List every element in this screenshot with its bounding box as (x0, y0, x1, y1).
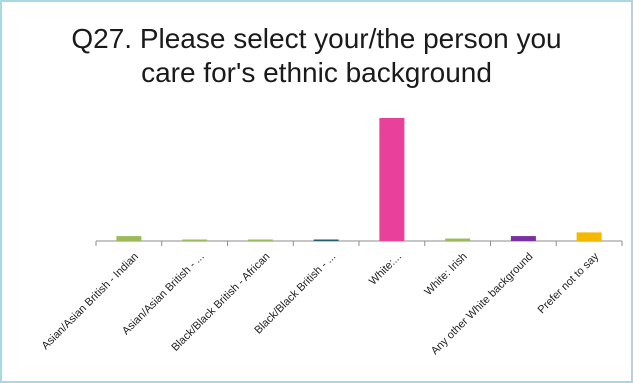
bar-1 (116, 236, 142, 241)
bar-4 (313, 239, 339, 241)
x-tick-label-5: White:... (367, 251, 404, 288)
x-tick-label-6: White: Irish (422, 251, 469, 298)
bar-6 (445, 238, 471, 241)
bar-2 (182, 239, 208, 241)
bar-5 (379, 118, 405, 241)
chart-title: Q27. Please select your/the person you c… (0, 22, 633, 90)
bar-3 (247, 239, 273, 241)
chart-title-line-1: Q27. Please select your/the person you (71, 23, 562, 54)
x-tick-label-1: Asian/Asian British - Indian (40, 251, 141, 352)
x-tick-label-8: Prefer not to say (536, 250, 602, 316)
bar-7 (510, 236, 536, 241)
bar-8 (576, 232, 602, 241)
chart-title-line-2: care for's ethnic background (141, 57, 492, 88)
